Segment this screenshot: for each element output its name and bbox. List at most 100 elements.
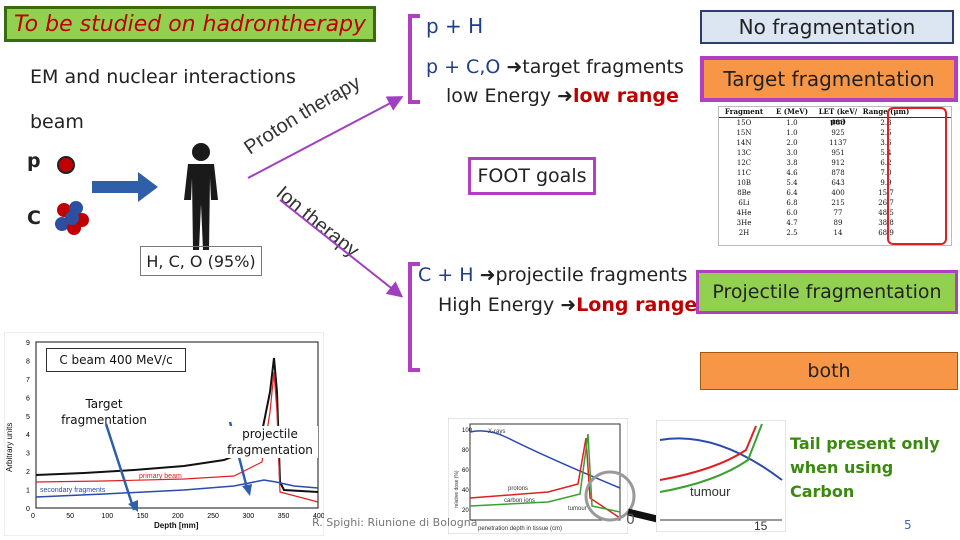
hco-box: H, C, O (95%)	[140, 246, 262, 276]
table-header: Fragment E (MeV) LET (keV/μm) Range (μm)	[719, 107, 951, 126]
human-figure-icon	[184, 143, 218, 250]
table-cell: 215	[831, 199, 845, 207]
table-header-cell: Range (μm)	[862, 107, 910, 116]
table-cell: 2.3	[880, 119, 892, 127]
table-cell: 3.8	[786, 159, 798, 167]
table-cell: 4.6	[786, 169, 798, 177]
bragg-ytick: 0	[26, 506, 30, 513]
slide-title: To be studied on hadrontherapy	[13, 11, 367, 37]
table-row: 4He 6.0 77 48.5	[719, 208, 951, 218]
carbon-nucleus-icon	[55, 201, 89, 235]
table-cell: 983	[831, 119, 845, 127]
table-cell: 14N	[736, 139, 752, 147]
p-co-line1: p + C,O ➜target fragments	[426, 56, 684, 78]
table-cell: 400	[831, 189, 845, 197]
bragg-ytick: 2	[26, 469, 30, 476]
bragg-xtick: 100	[102, 513, 114, 520]
table-body: 15O 1.0 983 2.3 15N 1.0 925 2.5 14N 2.0 1137 3.6 13C…	[719, 118, 951, 238]
table-cell: 4.7	[786, 219, 798, 227]
table-cell: 3.6	[880, 139, 892, 147]
zoom-tumour-label: tumour	[690, 484, 731, 499]
table-row: 15N 1.0 925 2.5	[719, 128, 951, 138]
table-cell: 4He	[736, 209, 752, 217]
long-range-label: Long range	[576, 294, 698, 316]
dose-ytick: 100	[462, 428, 473, 434]
bragg-xtick: 150	[137, 513, 149, 520]
bragg-ytick: 7	[26, 377, 30, 384]
bragg-xlabel: Depth [mm]	[154, 521, 199, 530]
table-row: 10B 5.4 643 9.9	[719, 178, 951, 188]
table-cell: 2.5	[880, 129, 892, 137]
no-fragmentation-box: No fragmentation	[700, 10, 954, 44]
p-co-target-frags: target fragments	[522, 56, 684, 78]
table-cell: 38.8	[878, 219, 894, 227]
zoom-tick-0: 0	[626, 512, 635, 528]
table-cell: 6.4	[786, 189, 798, 197]
protons-label: protons	[508, 486, 528, 492]
table-header-cell: Fragment	[724, 107, 764, 116]
table-cell: 14	[833, 229, 843, 237]
zoom-proton-curve	[659, 425, 757, 481]
dose-xlabel: penetration depth in tissue (cm)	[478, 526, 562, 532]
p-co-reaction: p + C,O	[426, 56, 507, 78]
therapy-curved-labels: Proton therapy Ion therapy	[240, 72, 364, 262]
table-cell: 89	[833, 219, 843, 227]
bragg-x-ticks: 0 50 100 150 200 250 300 350 400	[31, 513, 324, 520]
table-cell: 2.0	[786, 139, 798, 147]
table-row: 13C 3.0 951 5.4	[719, 148, 951, 158]
hco-label: H, C, O (95%)	[146, 251, 256, 271]
purple-arrows	[247, 96, 404, 298]
projectile-frag-note: projectile fragmentation	[222, 426, 318, 458]
bragg-ytick: 1	[26, 488, 30, 495]
foot-goals-box: FOOT goals	[468, 157, 596, 195]
em-nuclear-label: EM and nuclear interactions	[30, 66, 296, 88]
bragg-ytick: 6	[26, 395, 30, 402]
bragg-xtick: 350	[278, 513, 290, 520]
beam-label: beam	[30, 111, 84, 133]
table-cell: 912	[831, 159, 845, 167]
xray-curve	[469, 430, 621, 489]
table-cell: 925	[831, 129, 845, 137]
bragg-xtick: 300	[243, 513, 255, 520]
bragg-ytick: 4	[26, 432, 30, 439]
foot-goals-label: FOOT goals	[477, 165, 587, 187]
upper-bracket	[408, 14, 420, 104]
no-fragmentation-label: No fragmentation	[738, 15, 916, 39]
table-cell: 12C	[736, 159, 752, 167]
table-cell: 5.4	[880, 149, 892, 157]
target-frag-line-1: Target	[85, 397, 123, 411]
table-header-cell: E (MeV)	[775, 107, 809, 116]
table-cell: 951	[831, 149, 845, 157]
lower-bracket	[408, 262, 420, 372]
bragg-xtick: 250	[207, 513, 219, 520]
projectile-fragmentation-box: Projectile fragmentation	[696, 270, 958, 314]
bragg-y-ticks: 0 1 2 3 4 5 6 7 8 9	[26, 340, 30, 513]
both-label: both	[807, 360, 851, 382]
bragg-ytick: 9	[26, 340, 30, 347]
title-box: To be studied on hadrontherapy	[4, 6, 376, 42]
table-cell: 2H	[738, 229, 750, 237]
range-highlight	[887, 107, 947, 245]
bragg-ytick: 8	[26, 358, 30, 365]
secondary-fragments-label: secondary fragments	[40, 487, 106, 494]
table-row: 3He 4.7 89 38.8	[719, 218, 951, 228]
table-cell: 48.5	[878, 209, 894, 217]
bragg-ytick: 5	[26, 414, 30, 421]
c-h-reaction: C + H	[418, 264, 480, 286]
table-row: 8Be 6.4 400 15.7	[719, 188, 951, 198]
table-cell: 3He	[736, 219, 752, 227]
table-cell: 6.8	[786, 199, 798, 207]
table-header-cell: LET (keV/μm)	[818, 107, 858, 126]
table-cell: 3.0	[786, 149, 798, 157]
dose-ytick: 20	[462, 508, 469, 514]
dose-ytick: 40	[462, 488, 469, 494]
c-h-proj-frags: projectile fragments	[495, 264, 688, 286]
zoom-xray-curve	[659, 437, 783, 481]
bragg-xtick: 50	[66, 513, 74, 520]
table-cell: 68.9	[878, 229, 894, 237]
bragg-xtick: 400	[313, 513, 324, 520]
table-cell: 15.7	[878, 189, 894, 197]
proton-dot-icon	[57, 156, 75, 174]
table-cell: 5.4	[786, 179, 798, 187]
